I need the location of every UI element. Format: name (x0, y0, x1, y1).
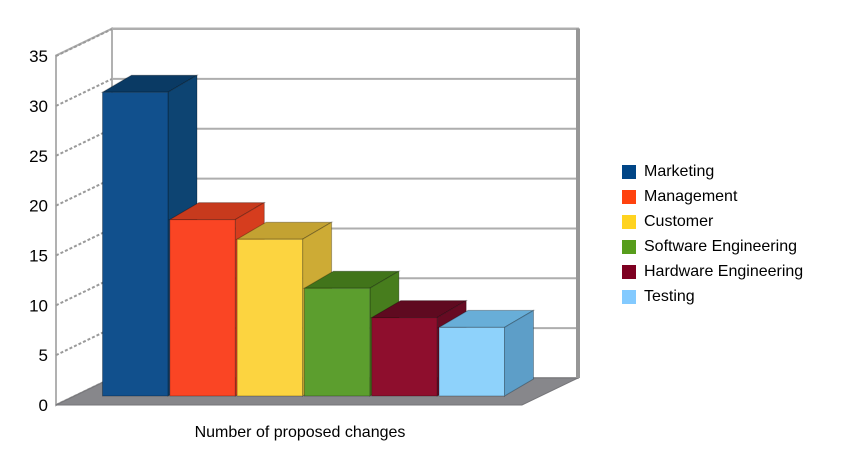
bar-management-front-face (169, 219, 236, 397)
legend-item-testing: Testing (622, 284, 803, 309)
legend-swatch-management (622, 189, 636, 204)
legend-label-customer: Customer (644, 212, 714, 230)
bar-software-engineering-front-face (303, 287, 371, 397)
wall-tick-35 (55, 28, 113, 57)
y-axis-tick-label-10: 10 (29, 296, 48, 315)
y-axis-tick-label-20: 20 (29, 197, 48, 216)
bar-marketing-front-face (102, 91, 169, 397)
legend-swatch-hardware-engineering (622, 264, 636, 279)
bar-hardware-engineering-front-face (371, 317, 438, 397)
legend-label-marketing: Marketing (644, 162, 715, 180)
legend-item-management: Management (622, 184, 803, 209)
y-axis-tick-label-30: 30 (29, 97, 48, 116)
legend-label-hardware-engineering: Hardware Engineering (644, 262, 804, 280)
legend-item-software-engineering: Software Engineering (622, 234, 803, 259)
y-axis-tick-label-15: 15 (29, 246, 48, 265)
y-axis-tick-label-0: 0 (39, 396, 48, 415)
legend-swatch-customer (622, 214, 636, 229)
legend-item-marketing: Marketing (622, 159, 803, 184)
bar-customer-front-face (236, 238, 304, 397)
legend-swatch-marketing (622, 164, 636, 179)
legend-item-hardware-engineering: Hardware Engineering (622, 259, 803, 284)
legend-label-testing: Testing (644, 287, 695, 305)
bar-testing (437, 309, 536, 397)
y-axis-tick-label-5: 5 (39, 346, 48, 365)
y-axis-tick-label-35: 35 (29, 47, 48, 66)
legend: Marketing Management Customer Software Engi… (622, 159, 803, 309)
y-axis-tick-label-25: 25 (29, 147, 48, 166)
legend-item-customer: Customer (622, 209, 803, 234)
legend-swatch-software-engineering (622, 239, 636, 254)
wall-tick-30 (55, 77, 113, 107)
bar-testing-front-face (438, 326, 505, 397)
legend-swatch-testing (622, 289, 636, 304)
legend-label-software-engineering: Software Engineering (644, 237, 797, 255)
x-axis-title: Number of proposed changes (194, 424, 406, 441)
legend-label-management: Management (644, 187, 738, 205)
